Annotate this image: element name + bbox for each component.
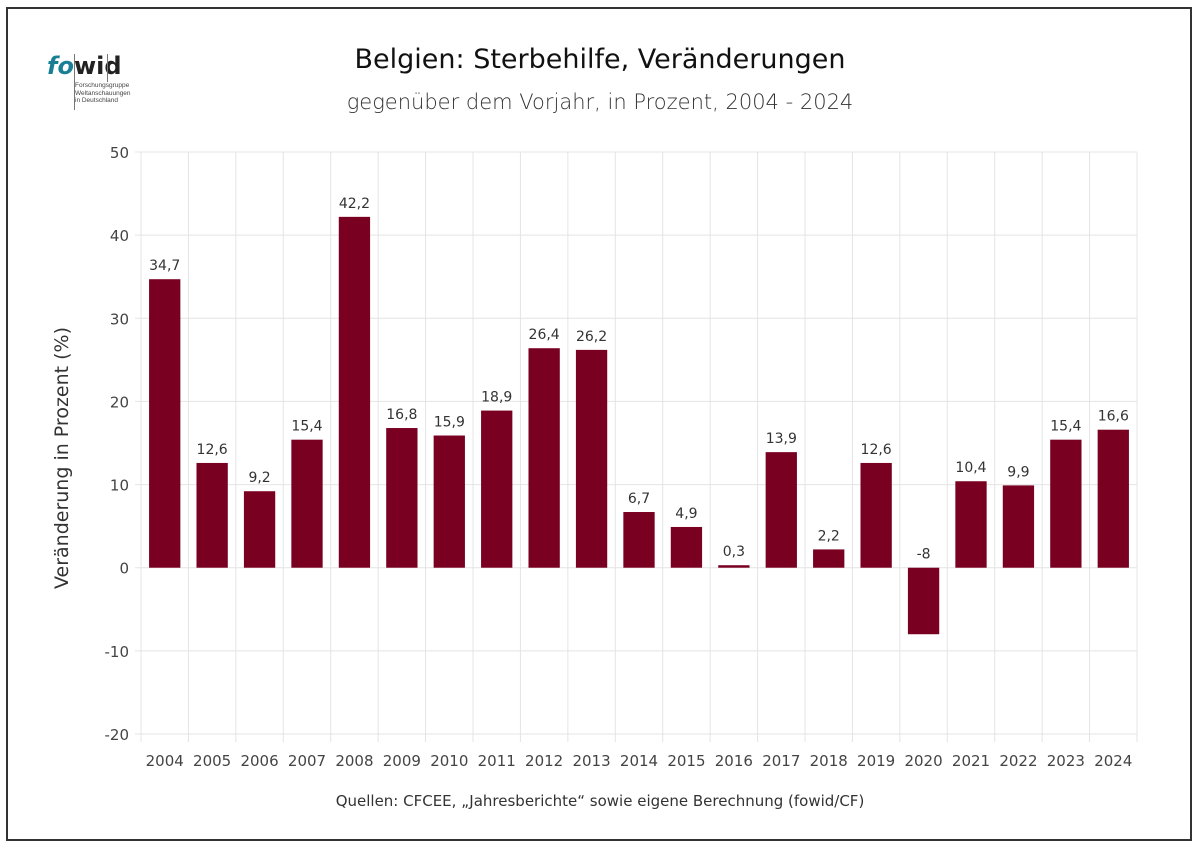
bar-2013: [575, 349, 608, 568]
data-label-2024: 16,6: [1098, 409, 1129, 425]
logo-tagline-line: in Deutschland: [75, 97, 118, 104]
bar-2012: [528, 348, 560, 568]
data-label-2013: 26,2: [576, 329, 607, 345]
y-tick-label: 30: [110, 310, 129, 328]
logo-divider: [74, 54, 75, 110]
logo-tagline-line: Forschungsgruppe: [75, 82, 130, 89]
source-note: Quellen: CFCEE, „Jahresberichte“ sowie e…: [335, 792, 865, 810]
data-label-2009: 16,8: [386, 407, 417, 423]
y-tick-label: 10: [110, 477, 129, 495]
logo-divider: [107, 54, 108, 82]
data-label-2004: 34,7: [149, 258, 180, 274]
bar-2010: [433, 435, 465, 568]
x-tick-label: 2019: [857, 752, 895, 770]
bar-2006: [243, 491, 276, 568]
logo-tagline-line: Weltanschauungen: [75, 89, 131, 97]
x-tick-label: 2012: [525, 752, 563, 770]
bar-2008: [338, 216, 371, 568]
chart-title: Belgien: Sterbehilfe, Veränderungen: [354, 44, 846, 75]
bar-2018: [813, 549, 845, 568]
bar-2021: [955, 481, 987, 568]
data-label-2007: 15,4: [291, 419, 322, 435]
y-tick-label: 20: [110, 393, 129, 411]
x-tick-label: 2021: [952, 752, 990, 770]
x-tick-label: 2017: [762, 752, 800, 770]
x-axis-ticks: 2004 2005 2006 2007 2008 2009 2010 2011 2012 2013…: [146, 752, 1133, 770]
bar-2009: [386, 428, 418, 568]
bar-2020: [907, 567, 940, 635]
data-label-2022: 9,9: [1007, 464, 1029, 480]
bar-2019: [860, 462, 892, 568]
x-tick-label: 2022: [999, 752, 1037, 770]
bar-2023: [1050, 439, 1082, 568]
x-tick-label: 2007: [288, 752, 326, 770]
data-label-2006: 9,2: [248, 470, 270, 486]
x-tick-label: 2023: [1047, 752, 1085, 770]
data-label-2020: -8: [917, 547, 931, 563]
data-label-2015: 4,9: [675, 506, 697, 522]
chart-frame: [6, 7, 1192, 841]
data-label-2012: 26,4: [529, 327, 560, 343]
data-label-2023: 15,4: [1050, 419, 1081, 435]
logo-brand-fo: fo: [47, 52, 74, 80]
y-axis-ticks: -20 -10 0 10 20 30 40 50: [105, 144, 130, 744]
data-label-2021: 10,4: [955, 460, 986, 476]
data-label-2017: 13,9: [766, 431, 797, 447]
bar-2014: [623, 512, 655, 568]
x-tick-label: 2006: [240, 752, 278, 770]
x-tick-label: 2013: [572, 752, 610, 770]
data-label-2005: 12,6: [197, 442, 228, 458]
x-tick-label: 2005: [193, 752, 231, 770]
x-tick-label: 2014: [620, 752, 658, 770]
bar-2016: [718, 565, 750, 568]
bar-2007: [291, 439, 323, 568]
x-tick-label: 2016: [715, 752, 753, 770]
x-tick-label: 2011: [478, 752, 516, 770]
y-tick-label: -10: [105, 643, 130, 661]
data-label-2018: 2,2: [818, 528, 840, 544]
bar-2024: [1097, 429, 1129, 568]
x-tick-label: 2024: [1094, 752, 1132, 770]
y-tick-label: 40: [110, 227, 129, 245]
logo-tagline: Forschungsgruppe Weltanschauungen in Deu…: [75, 82, 131, 105]
bar-2005: [196, 462, 228, 568]
x-tick-label: 2010: [430, 752, 468, 770]
x-tick-label: 2008: [335, 752, 373, 770]
bar-2011: [481, 410, 513, 568]
bar-2004: [149, 279, 181, 568]
bar-2015: [670, 526, 703, 568]
data-label-2016: 0,3: [723, 544, 745, 560]
data-label-2019: 12,6: [861, 442, 892, 458]
x-tick-label: 2009: [383, 752, 421, 770]
y-tick-label: 0: [119, 560, 129, 578]
y-tick-label: -20: [105, 726, 130, 744]
chart-subtitle: gegenüber dem Vorjahr, in Prozent, 2004 …: [346, 90, 854, 114]
data-label-2010: 15,9: [434, 415, 465, 431]
bars: [149, 216, 1129, 635]
bar-2017: [765, 452, 797, 568]
data-labels: 34,7 12,6 9,2 15,4 42,2 16,8 15,9 18,9 26,4 26,2 6…: [149, 196, 1129, 563]
data-label-2011: 18,9: [481, 390, 512, 406]
bar-2022: [1002, 485, 1035, 568]
data-label-2008: 42,2: [339, 196, 370, 212]
fowid-logo: fowid Forschungsgruppe Weltanschauungen …: [47, 52, 157, 122]
data-label-2014: 6,7: [628, 491, 650, 507]
logo-wordmark: fowid: [47, 52, 122, 80]
grid-lines: [135, 151, 1138, 742]
logo-brand-wid: wid: [73, 52, 122, 80]
y-tick-label: 50: [110, 144, 129, 162]
x-tick-label: 2004: [146, 752, 184, 770]
x-tick-label: 2018: [810, 752, 848, 770]
x-tick-label: 2015: [667, 752, 705, 770]
x-tick-label: 2020: [904, 752, 942, 770]
